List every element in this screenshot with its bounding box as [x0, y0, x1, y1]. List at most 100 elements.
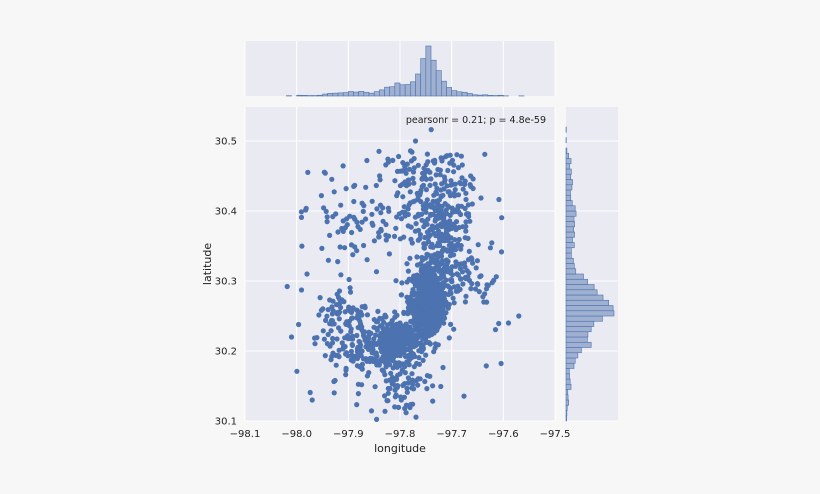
scatter-point	[382, 393, 388, 399]
scatter-point	[416, 332, 422, 338]
scatter-point	[412, 306, 419, 312]
scatter-point	[387, 341, 393, 347]
scatter-point	[442, 299, 448, 305]
scatter-point	[496, 320, 502, 327]
scatter-point	[444, 211, 450, 217]
scatter-point	[370, 339, 376, 345]
scatter-point	[430, 398, 436, 404]
scatter-point	[452, 243, 458, 249]
scatter-point	[329, 304, 335, 310]
scatter-point	[463, 211, 470, 217]
scatter-point	[445, 305, 451, 311]
right-histogram-bar	[565, 179, 573, 186]
scatter-point	[401, 204, 407, 210]
scatter-point	[428, 307, 434, 313]
scatter-point	[438, 275, 444, 281]
scatter-point	[343, 367, 349, 373]
right-histogram-bar	[565, 205, 576, 212]
scatter-point	[428, 326, 434, 333]
scatter-point	[430, 158, 436, 164]
scatter-point	[318, 307, 324, 313]
scatter-point	[459, 175, 465, 181]
scatter-point	[410, 175, 416, 181]
scatter-point	[428, 176, 434, 182]
right-histogram-bar	[565, 410, 568, 417]
scatter-point	[420, 203, 426, 209]
scatter-point	[404, 261, 410, 267]
scatter-point	[458, 261, 464, 267]
scatter-point	[424, 229, 430, 235]
scatter-point	[399, 280, 405, 286]
scatter-point	[410, 169, 417, 175]
scatter-point	[338, 202, 344, 208]
scatter-point	[418, 292, 424, 298]
scatter-point	[460, 281, 466, 287]
scatter-point	[355, 391, 361, 397]
top-histogram-bar	[394, 82, 401, 97]
scatter-point	[342, 225, 348, 231]
scatter-point	[443, 257, 450, 263]
x-tick-label: −97.6	[488, 429, 519, 440]
top-histogram-bar	[420, 58, 427, 97]
scatter-point	[393, 375, 399, 381]
scatter-point	[393, 278, 399, 284]
scatter-point	[420, 182, 427, 188]
scatter-point	[436, 319, 442, 325]
scatter-point	[396, 211, 402, 217]
scatter-point	[452, 181, 458, 187]
scatter-point	[361, 329, 368, 335]
scatter-point	[432, 322, 438, 328]
scatter-point	[399, 181, 405, 187]
scatter-point	[386, 251, 392, 257]
scatter-point	[458, 181, 464, 187]
scatter-point	[357, 339, 363, 345]
right-histogram-bar	[565, 210, 577, 217]
scatter-point	[404, 389, 410, 395]
scatter-point	[438, 187, 444, 193]
scatter-point	[410, 351, 416, 357]
scatter-point	[327, 297, 333, 303]
top-histogram-bar	[461, 91, 468, 97]
scatter-point	[427, 280, 433, 286]
scatter-point	[499, 215, 505, 221]
scatter-point	[448, 270, 454, 276]
right-histogram-bar	[565, 336, 588, 343]
scatter-point	[381, 319, 387, 325]
scatter-point	[455, 165, 461, 171]
scatter-point	[386, 351, 392, 357]
scatter-point	[406, 202, 412, 208]
scatter-point	[402, 370, 408, 376]
top-histogram-bar	[410, 81, 416, 97]
scatter-point	[438, 383, 444, 390]
scatter-point	[330, 335, 336, 342]
right-histogram-bar	[565, 247, 572, 254]
right-histogram-bar	[565, 168, 572, 175]
scatter-point	[398, 292, 404, 298]
top-histogram-bar	[451, 90, 458, 97]
scatter-point	[404, 279, 410, 285]
scatter-point	[411, 198, 417, 204]
scatter-point	[359, 366, 365, 372]
right-histogram-bar	[565, 383, 572, 390]
scatter-point	[405, 206, 411, 212]
scatter-point	[392, 343, 398, 349]
scatter-point	[483, 363, 489, 369]
scatter-point	[354, 315, 360, 321]
top-histogram-bar	[430, 59, 437, 97]
scatter-point	[383, 364, 389, 370]
scatter-point	[446, 189, 452, 195]
scatter-point	[387, 385, 393, 392]
right-histogram-bar	[565, 341, 592, 348]
scatter-point	[414, 190, 420, 196]
scatter-point	[498, 360, 504, 367]
scatter-point	[355, 381, 361, 387]
scatter-point	[327, 232, 333, 238]
scatter-point	[434, 243, 440, 249]
scatter-point	[352, 182, 358, 188]
scatter-point	[445, 167, 451, 174]
scatter-point	[396, 404, 402, 410]
scatter-point	[468, 286, 474, 292]
scatter-point	[324, 219, 330, 225]
scatter-point	[371, 238, 377, 244]
x-tick-label: −98.1	[230, 429, 261, 440]
